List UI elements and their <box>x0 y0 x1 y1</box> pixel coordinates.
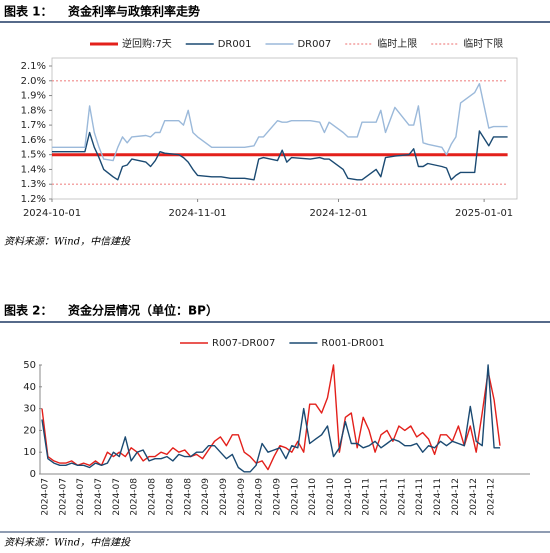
y-tick-label: 1.9% <box>21 91 46 102</box>
x-tick-label: 2024-07 <box>94 478 104 516</box>
y-tick-label: 2.1% <box>21 61 46 72</box>
x-tick-label: 2024-07 <box>58 478 68 516</box>
legend-label: R007-DR007 <box>212 338 275 349</box>
x-tick-label: 2024-10-01 <box>23 208 81 219</box>
x-tick-label: 2024-09 <box>201 478 211 516</box>
x-tick-label: 2024-09 <box>255 478 265 516</box>
y-tick-label: 1.2% <box>21 194 46 205</box>
y-tick-label: 1.6% <box>21 135 46 146</box>
x-tick-label: 2025-01-01 <box>455 208 513 219</box>
x-tick-label: 2024-07 <box>112 478 122 516</box>
figure-label: 图表 1： <box>4 4 53 19</box>
x-tick-label: 2024-11 <box>433 478 443 516</box>
x-tick-label: 2024-12-01 <box>309 208 367 219</box>
x-tick-label: 2024-09 <box>219 478 229 516</box>
x-tick-label: 2024-11 <box>362 478 372 516</box>
x-tick-label: 2024-10 <box>326 478 336 516</box>
series-line <box>52 83 508 162</box>
y-tick-label: 40 <box>23 382 36 393</box>
legend-label: 逆回购:7天 <box>122 37 172 50</box>
plot-frame <box>51 57 518 200</box>
figure-title: 资金分层情况（单位：BP） <box>68 303 218 318</box>
y-tick-label: 10 <box>23 447 36 458</box>
y-tick-label: 1.4% <box>21 164 46 175</box>
y-tick-label: 30 <box>23 404 36 415</box>
x-tick-label: 2024-07 <box>76 478 86 516</box>
x-tick-label: 2024-08 <box>165 478 175 516</box>
x-tick-label: 2024-11 <box>415 478 425 516</box>
legend-label: 临时下限 <box>463 37 503 50</box>
y-tick-label: 1.8% <box>21 105 46 116</box>
y-tick-label: 20 <box>23 425 36 436</box>
y-tick-label: 1.3% <box>21 179 46 190</box>
x-tick-label: 2024-08 <box>148 478 158 516</box>
x-tick-label: 2024-09 <box>237 478 247 516</box>
y-tick-label: 1.7% <box>21 120 46 131</box>
x-tick-label: 2024-07 <box>41 478 51 516</box>
x-tick-label: 2024-11 <box>397 478 407 516</box>
series-line <box>41 364 501 471</box>
source: 资料来源：Wind，中信建投 <box>4 537 131 549</box>
y-tick-label: 2.0% <box>21 76 46 87</box>
x-tick-label: 2024-10 <box>308 478 318 516</box>
series-line <box>52 130 508 181</box>
y-tick-label: 50 <box>23 360 36 371</box>
x-tick-label: 2024-09 <box>272 478 282 516</box>
legend-label: DR007 <box>297 39 331 50</box>
x-tick-label: 2024-12 <box>451 478 461 516</box>
figure-label: 图表 2： <box>4 303 53 318</box>
figure-title: 资金利率与政策利率走势 <box>68 4 200 19</box>
y-tick-label: 1.5% <box>21 150 46 161</box>
legend-label: 临时上限 <box>377 37 417 50</box>
series-line <box>41 364 500 473</box>
legend-label: R001-DR001 <box>321 338 384 349</box>
x-tick-label: 2024-11-01 <box>169 208 227 219</box>
y-tick-label: 0 <box>30 469 36 480</box>
x-tick-label: 2024-08 <box>130 478 140 516</box>
legend-label: DR001 <box>218 39 252 50</box>
x-tick-label: 2024-12 <box>469 478 479 516</box>
x-tick-label: 2024-10 <box>344 478 354 516</box>
x-tick-label: 2024-12 <box>487 478 497 516</box>
x-tick-label: 2024-10 <box>290 478 300 516</box>
x-tick-label: 2024-11 <box>380 478 390 516</box>
source: 资料来源：Wind，中信建投 <box>4 236 131 248</box>
x-tick-label: 2024-08 <box>183 478 193 516</box>
